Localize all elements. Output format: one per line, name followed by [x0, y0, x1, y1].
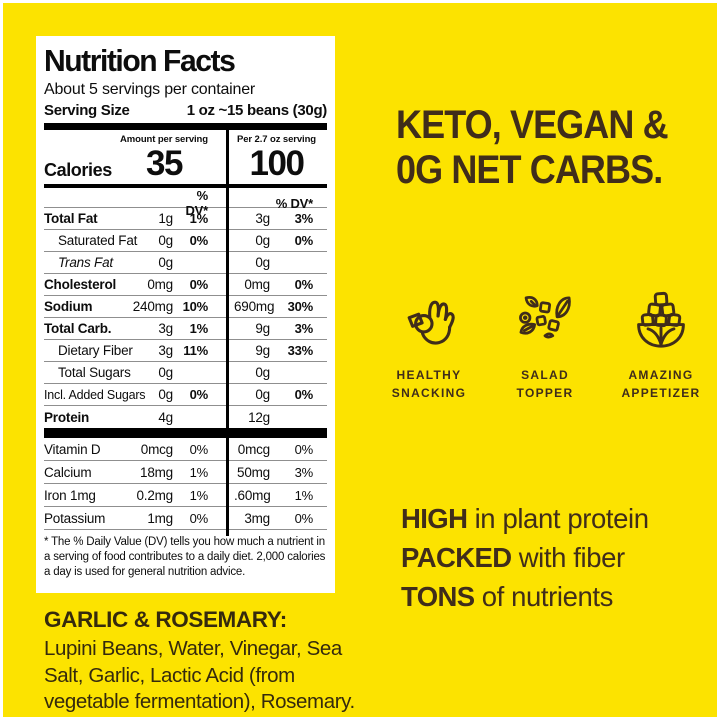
- col1-header: Amount per serving: [120, 134, 208, 146]
- ingredients-text: Lupini Beans, Water, Vinegar, Sea Salt, …: [44, 637, 355, 714]
- table-row: Total Sugars 0g 0g: [44, 362, 327, 385]
- salad-leaves-icon: [514, 291, 576, 353]
- serving-size-row: Serving Size 1 oz ~15 beans (30g): [44, 102, 327, 119]
- headline-line1: KETO, VEGAN &: [396, 103, 669, 147]
- column-divider: [226, 126, 229, 536]
- nutrition-facts-panel: Nutrition Facts About 5 servings per con…: [36, 36, 335, 593]
- calories-label: Calories: [44, 160, 112, 181]
- table-row: Incl. Added Sugars 0g 0% 0g 0%: [44, 384, 327, 407]
- calories-col-serving: Amount per serving 35: [102, 134, 226, 181]
- ingredients-block: GARLIC & ROSEMARY: Lupini Beans, Water, …: [44, 607, 362, 716]
- col1-calories-value: 35: [146, 144, 183, 184]
- table-row: Cholesterol 0mg 0% 0mg 0%: [44, 274, 327, 297]
- table-row: Protein 4g 12g: [44, 409, 270, 425]
- table-row: Dietary Fiber 3g 11% 9g 33%: [44, 340, 327, 363]
- feature-amazing-appetizer: AMAZING APPETIZER: [609, 291, 713, 402]
- servings-per-container: About 5 servings per container: [44, 81, 256, 99]
- flavor-name: GARLIC & ROSEMARY:: [44, 607, 287, 632]
- col2-calories-value: 100: [249, 144, 305, 184]
- thick-rule: [44, 428, 327, 439]
- table-row: Iron 1mg 0.2mg 1% .60mg 1%: [44, 484, 327, 508]
- serving-size-value: 1 oz ~15 beans (30g): [186, 102, 328, 120]
- nutrition-facts-title: Nutrition Facts: [44, 43, 236, 78]
- headline-line2: 0G NET CARBS.: [396, 148, 663, 193]
- calories-block: Calories Amount per serving 35 Per 2.7 o…: [44, 130, 327, 184]
- headline: KETO, VEGAN & 0G NET CARBS.: [396, 103, 669, 193]
- feature-label: HEALTHY SNACKING: [391, 368, 467, 400]
- table-row: Trans Fat 0g 0g: [44, 252, 327, 275]
- table-row: Total Carb. 3g 1% 9g 3%: [44, 318, 327, 341]
- table-row: Sodium 240mg 10% 690mg 30%: [44, 296, 327, 319]
- feature-healthy-snacking: HEALTHY SNACKING: [377, 291, 481, 402]
- thick-rule: [44, 123, 327, 131]
- feature-label: AMAZING APPETIZER: [621, 368, 701, 400]
- medium-rule: [44, 184, 327, 189]
- benefit-line: PACKED with fiber: [401, 542, 625, 573]
- calories-col-container: Per 2.7 oz serving 100: [226, 134, 327, 181]
- serving-size-label: Serving Size: [44, 102, 130, 120]
- dv-footnote: * The % Daily Value (DV) tells you how m…: [44, 536, 326, 578]
- table-row: Potassium 1mg 0% 3mg 0%: [44, 507, 327, 531]
- dv-header-row: % DV* % DV*: [44, 188, 327, 218]
- dv-header-right: % DV*: [275, 195, 313, 211]
- ok-hand-bean-icon: [398, 291, 460, 353]
- table-row: Vitamin D 0mcg 0% 0mcg 0%: [44, 438, 327, 462]
- dv-header-left: % DV*: [185, 188, 208, 219]
- feature-label: SALAD TOPPER: [516, 368, 574, 400]
- benefit-line: TONS of nutrients: [401, 581, 613, 612]
- benefit-list: HIGH in plant protein PACKED with fiber …: [401, 499, 649, 616]
- appetizer-bowl-icon: [630, 291, 692, 353]
- col2-header: Per 2.7 oz serving: [237, 134, 316, 146]
- table-row: Calcium 18mg 1% 50mg 3%: [44, 461, 327, 485]
- table-row: Total Fat 1g 1% 3g 3%: [44, 208, 327, 231]
- feature-salad-topper: SALAD TOPPER: [493, 291, 597, 402]
- benefit-line: HIGH in plant protein: [401, 503, 649, 534]
- table-row: Saturated Fat 0g 0% 0g 0%: [44, 230, 327, 253]
- feature-list: HEALTHY SNACKING: [377, 291, 713, 402]
